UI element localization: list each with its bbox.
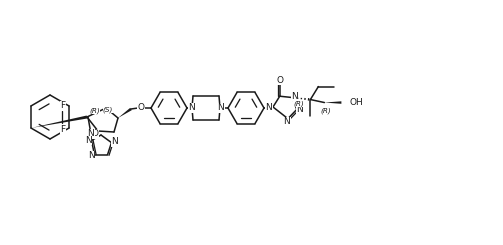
Text: O: O [137,103,144,112]
Text: F: F [60,124,65,134]
Text: N: N [291,92,298,101]
Text: (R): (R) [320,107,331,114]
Text: N: N [88,151,95,160]
Text: N: N [189,103,195,112]
Text: N: N [88,130,95,138]
Text: N: N [296,105,303,114]
Text: O: O [276,76,283,85]
Text: (R): (R) [293,100,304,107]
Text: N: N [284,117,290,126]
Text: F: F [60,101,65,110]
Text: N: N [266,103,273,112]
Text: N: N [218,103,224,112]
Text: O: O [92,130,99,138]
Polygon shape [324,101,342,104]
Text: (R): (R) [89,108,100,114]
Text: N: N [111,137,118,146]
Text: (S): (S) [103,107,113,113]
Polygon shape [31,116,88,128]
Text: OH: OH [350,98,363,107]
Polygon shape [118,108,132,118]
Text: N: N [85,136,92,145]
